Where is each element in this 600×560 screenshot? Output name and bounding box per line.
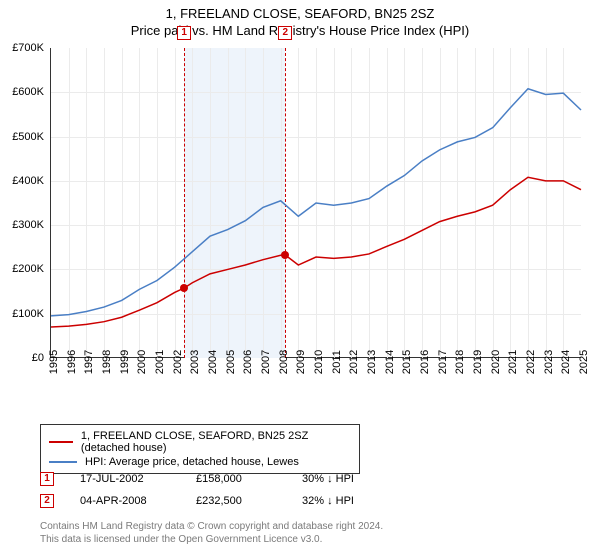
legend-label-price-paid: 1, FREELAND CLOSE, SEAFORD, BN25 2SZ (de…	[81, 430, 351, 454]
x-axis-label: 1998	[101, 350, 113, 374]
chart: 12 £0£100K£200K£300K£400K£500K£600K£700K…	[50, 48, 580, 388]
footnote-line-1: Contains HM Land Registry data © Crown c…	[40, 520, 383, 533]
y-axis-label: £100K	[12, 308, 44, 320]
legend-swatch-price-paid	[49, 441, 73, 443]
series-svg	[51, 48, 581, 358]
x-axis-label: 2022	[525, 350, 537, 374]
x-axis-label: 1995	[48, 350, 60, 374]
x-axis-label: 2015	[401, 350, 413, 374]
x-axis-label: 2017	[437, 350, 449, 374]
x-axis-label: 2008	[278, 350, 290, 374]
legend-label-hpi: HPI: Average price, detached house, Lewe…	[85, 456, 299, 468]
y-axis-label: £700K	[12, 42, 44, 54]
sale-date: 04-APR-2008	[80, 495, 170, 507]
y-axis-label: £400K	[12, 175, 44, 187]
x-axis-label: 2000	[136, 350, 148, 374]
y-axis-label: £500K	[12, 131, 44, 143]
x-axis-label: 2007	[260, 350, 272, 374]
sale-price: £232,500	[196, 495, 276, 507]
footnote: Contains HM Land Registry data © Crown c…	[40, 520, 383, 546]
sales-table: 1 17-JUL-2002 £158,000 30% HPI 2 04-APR-…	[40, 468, 382, 512]
y-axis-label: £200K	[12, 263, 44, 275]
sale-marker-1: 1	[40, 472, 54, 486]
sale-hpi-delta: 30% HPI	[302, 473, 382, 485]
x-axis-label: 1997	[83, 350, 95, 374]
sale-row: 1 17-JUL-2002 £158,000 30% HPI	[40, 468, 382, 490]
sale-marker-2: 2	[40, 494, 54, 508]
sale-marker-box: 1	[177, 26, 191, 40]
legend-item-price-paid: 1, FREELAND CLOSE, SEAFORD, BN25 2SZ (de…	[49, 429, 351, 455]
x-axis-label: 2011	[331, 350, 343, 374]
x-axis-label: 2021	[507, 350, 519, 374]
x-axis-label: 2010	[313, 350, 325, 374]
x-axis-label: 2013	[366, 350, 378, 374]
x-axis-label: 2012	[348, 350, 360, 374]
y-axis-label: £600K	[12, 86, 44, 98]
x-axis-label: 1999	[119, 350, 131, 374]
x-axis-label: 1996	[66, 350, 78, 374]
legend: 1, FREELAND CLOSE, SEAFORD, BN25 2SZ (de…	[40, 424, 360, 474]
sale-row: 2 04-APR-2008 £232,500 32% HPI	[40, 490, 382, 512]
x-axis-label: 2001	[154, 350, 166, 374]
legend-item-hpi: HPI: Average price, detached house, Lewe…	[49, 455, 351, 469]
x-axis-label: 2004	[207, 350, 219, 374]
x-axis-label: 2005	[225, 350, 237, 374]
title-line-2: Price paid vs. HM Land Registry's House …	[8, 23, 592, 38]
x-axis-label: 2009	[295, 350, 307, 374]
legend-swatch-hpi	[49, 461, 77, 463]
x-axis-label: 2025	[578, 350, 590, 374]
x-axis-label: 2014	[384, 350, 396, 374]
sale-marker-box: 2	[278, 26, 292, 40]
x-axis-label: 2002	[172, 350, 184, 374]
sale-date: 17-JUL-2002	[80, 473, 170, 485]
x-axis-label: 2024	[560, 350, 572, 374]
x-axis-label: 2003	[189, 350, 201, 374]
x-axis-label: 2023	[543, 350, 555, 374]
title-line-1: 1, FREELAND CLOSE, SEAFORD, BN25 2SZ	[8, 6, 592, 21]
y-axis-label: £0	[32, 352, 44, 364]
series-line-price_paid	[51, 177, 581, 327]
sale-price: £158,000	[196, 473, 276, 485]
x-axis-label: 2019	[472, 350, 484, 374]
x-axis-label: 2018	[454, 350, 466, 374]
series-line-hpi	[51, 89, 581, 316]
chart-title: 1, FREELAND CLOSE, SEAFORD, BN25 2SZ Pri…	[0, 0, 600, 40]
x-axis-label: 2020	[490, 350, 502, 374]
footnote-line-2: This data is licensed under the Open Gov…	[40, 533, 383, 546]
sale-hpi-delta: 32% HPI	[302, 495, 382, 507]
x-axis-label: 2006	[242, 350, 254, 374]
x-axis-label: 2016	[419, 350, 431, 374]
y-axis-label: £300K	[12, 219, 44, 231]
plot-area: 12	[50, 48, 580, 358]
